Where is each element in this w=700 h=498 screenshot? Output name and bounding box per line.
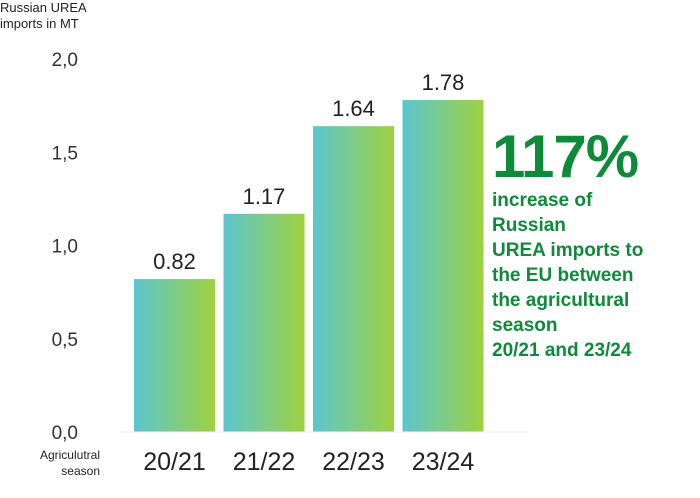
increase-percentage: 117% — [492, 123, 639, 190]
bar — [134, 279, 215, 432]
y-tick-label: 1,5 — [52, 143, 78, 164]
x-category-label: 21/22 — [233, 448, 296, 476]
x-axis-title-line-2: season — [61, 464, 100, 478]
x-category-label: 22/23 — [322, 448, 385, 476]
annotation-callout: 117% increase of Russian UREA imports to… — [492, 123, 697, 363]
annotation-line: Russian — [492, 215, 566, 236]
bar — [313, 126, 394, 432]
annotation-description: increase of Russian UREA imports to the … — [492, 188, 697, 363]
annotation-line: 20/21 and 23/24 — [492, 340, 632, 361]
bar-value-label: 1.78 — [422, 70, 465, 95]
annotation-line: the agricultural — [492, 290, 630, 311]
y-tick-label: 0,5 — [52, 330, 78, 351]
x-category-label: 20/21 — [143, 448, 206, 476]
annotation-line: season — [492, 315, 558, 336]
y-tick-label: 1,0 — [52, 237, 78, 258]
bar — [223, 213, 305, 432]
x-category-label: 23/24 — [412, 448, 475, 476]
bar-value-label: 0.82 — [153, 249, 196, 274]
annotation-line: the EU between — [492, 265, 634, 286]
annotation-line: UREA imports to — [492, 240, 644, 261]
y-axis-title-line-2: imports in MT — [0, 16, 79, 31]
y-tick-label: 0,0 — [52, 423, 78, 444]
bar — [402, 100, 484, 432]
y-tick-label: 2,0 — [52, 50, 78, 71]
annotation-line: increase of — [492, 190, 593, 211]
bar-value-label: 1.64 — [332, 96, 375, 121]
x-axis-title-line-1: Agriculutral — [40, 448, 100, 462]
bar-value-label: 1.17 — [243, 184, 286, 209]
y-axis-title-line-1: Russian UREA — [0, 0, 87, 15]
